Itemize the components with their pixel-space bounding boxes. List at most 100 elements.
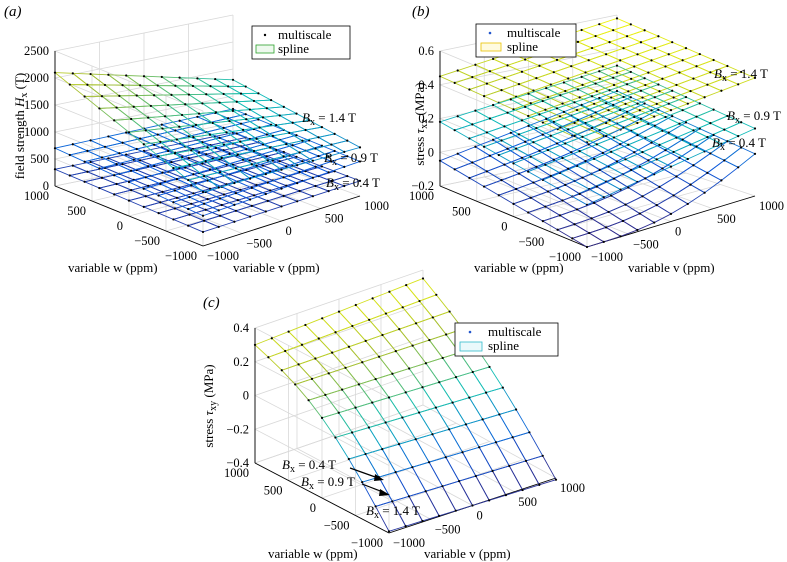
multiscale-point — [100, 176, 104, 179]
multiscale-point — [343, 184, 346, 188]
multiscale-point — [544, 163, 547, 166]
multiscale-point — [244, 85, 247, 88]
multiscale-point — [438, 514, 441, 517]
multiscale-point — [191, 125, 195, 128]
surface-cell — [633, 59, 667, 74]
multiscale-point — [435, 293, 438, 296]
multiscale-point — [684, 47, 688, 50]
multiscale-point — [255, 164, 258, 167]
multiscale-point — [538, 483, 541, 486]
multiscale-point — [468, 88, 471, 91]
multiscale-point — [621, 115, 625, 118]
multiscale-point — [615, 64, 619, 67]
multiscale-point — [187, 157, 190, 160]
surface-cell — [441, 480, 474, 512]
surface-cell — [236, 194, 270, 207]
multiscale-point — [391, 500, 394, 503]
multiscale-point — [282, 194, 285, 198]
multiscale-point — [564, 89, 567, 93]
multiscale-point — [86, 170, 89, 173]
axis-line — [54, 185, 204, 247]
multiscale-point — [282, 105, 285, 108]
multiscale-point — [175, 177, 178, 181]
multiscale-point — [387, 530, 391, 533]
multiscale-point — [188, 213, 191, 216]
multiscale-point — [610, 150, 613, 153]
multiscale-point — [641, 150, 644, 154]
multiscale-point — [737, 135, 740, 138]
multiscale-point — [236, 199, 239, 202]
surface-cell — [89, 135, 124, 148]
multiscale-point — [672, 96, 675, 99]
multiscale-point — [438, 75, 442, 78]
multiscale-point — [208, 133, 212, 136]
panel-b-series-label-1: Bx = 1.4 T — [714, 66, 768, 84]
multiscale-point — [541, 133, 544, 136]
multiscale-point — [196, 77, 199, 80]
multiscale-point — [180, 113, 184, 117]
multiscale-point — [127, 180, 131, 184]
multiscale-point — [517, 172, 521, 175]
multiscale-point — [658, 90, 661, 93]
multiscale-point — [667, 131, 670, 134]
multiscale-point — [314, 147, 317, 150]
multiscale-point — [159, 140, 162, 143]
multiscale-point — [524, 140, 527, 143]
panel-a-legend-spline: spline — [278, 41, 309, 56]
surface-cell — [234, 205, 268, 218]
multiscale-point — [709, 71, 712, 74]
multiscale-point — [559, 94, 562, 97]
multiscale-point — [584, 159, 587, 163]
surface-cell — [608, 35, 643, 49]
multiscale-point — [190, 202, 193, 205]
multiscale-point — [535, 77, 538, 80]
multiscale-point — [598, 23, 601, 26]
multiscale-point — [667, 102, 670, 105]
multiscale-point — [504, 494, 507, 497]
multiscale-point — [233, 181, 236, 185]
multiscale-point — [483, 95, 486, 98]
multiscale-point — [576, 88, 580, 91]
surface-cell — [214, 78, 246, 88]
multiscale-point — [629, 70, 632, 74]
multiscale-point — [404, 525, 407, 528]
multiscale-point — [296, 182, 299, 185]
surface-cell — [571, 232, 605, 248]
multiscale-point — [532, 89, 535, 92]
surface-cell — [431, 428, 464, 458]
multiscale-point — [418, 299, 421, 303]
multiscale-point — [578, 96, 581, 99]
multiscale-point — [692, 129, 695, 132]
surface-cell — [509, 125, 544, 143]
surface-cell — [156, 85, 191, 96]
multiscale-point — [584, 71, 587, 74]
panel-a-legend-box — [251, 25, 351, 60]
multiscale-point — [509, 131, 512, 134]
surface-cell — [672, 90, 706, 105]
surface-cell — [481, 413, 514, 443]
multiscale-point — [252, 99, 256, 103]
multiscale-point — [684, 95, 688, 99]
multiscale-point — [641, 96, 644, 99]
multiscale-point — [643, 77, 646, 80]
multiscale-point — [605, 53, 608, 56]
multiscale-point — [650, 109, 653, 112]
multiscale-point — [317, 136, 320, 139]
multiscale-point — [675, 83, 678, 87]
multiscale-point — [590, 95, 594, 98]
multiscale-point — [625, 110, 629, 113]
surface-cell — [594, 29, 629, 43]
multiscale-point — [598, 77, 601, 80]
multiscale-point — [590, 126, 594, 130]
multiscale-point — [208, 168, 212, 171]
surface-cell — [630, 159, 664, 179]
multiscale-point — [464, 423, 468, 426]
multiscale-point — [384, 421, 387, 424]
surface-cell — [503, 157, 538, 175]
multiscale-point — [657, 108, 660, 111]
multiscale-point — [503, 76, 506, 79]
multiscale-point — [541, 220, 545, 223]
multiscale-point — [250, 204, 253, 207]
multiscale-point — [204, 160, 207, 163]
